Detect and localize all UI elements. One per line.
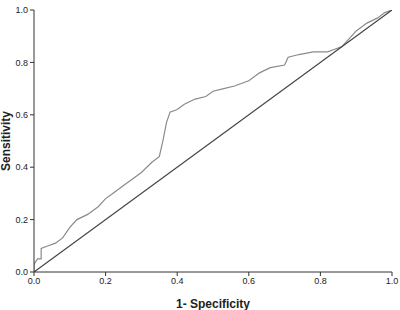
svg-text:0.0: 0.0	[15, 267, 28, 277]
svg-text:0.4: 0.4	[171, 276, 184, 286]
svg-text:0.4: 0.4	[15, 162, 28, 172]
svg-text:0.6: 0.6	[15, 110, 28, 120]
svg-text:0.6: 0.6	[243, 276, 256, 286]
svg-text:0.8: 0.8	[15, 58, 28, 68]
svg-text:0.2: 0.2	[99, 276, 112, 286]
svg-text:Sensitivity: Sensitivity	[8, 111, 13, 171]
svg-text:0.8: 0.8	[314, 276, 327, 286]
svg-text:1.0: 1.0	[386, 276, 392, 286]
svg-text:0.2: 0.2	[15, 215, 28, 225]
svg-text:1- Specificity: 1- Specificity	[176, 297, 250, 310]
svg-text:0.0: 0.0	[28, 276, 41, 286]
svg-text:1.0: 1.0	[15, 5, 28, 15]
